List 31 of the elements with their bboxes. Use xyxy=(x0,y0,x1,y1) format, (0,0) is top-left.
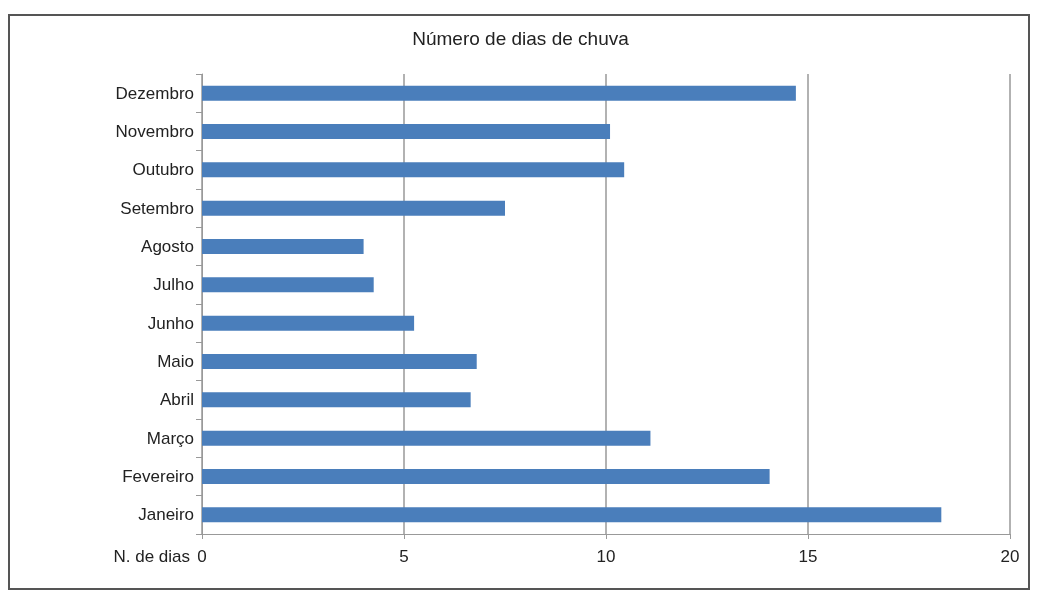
y-tick-label: Outubro xyxy=(132,160,194,180)
y-tick-label: Setembro xyxy=(120,198,194,218)
y-tick-label: Fevereiro xyxy=(122,467,194,486)
bar xyxy=(202,200,505,216)
x-tick-label: 15 xyxy=(798,547,818,566)
y-tick-label: Abril xyxy=(159,390,194,410)
y-tick-label: Janeiro xyxy=(138,505,194,525)
bar xyxy=(202,354,477,369)
y-tick-label: Dezembro xyxy=(115,83,194,103)
chart-title: Número de dias de chuva xyxy=(412,28,630,49)
bar xyxy=(202,430,651,446)
y-tick-label: Junho xyxy=(147,313,194,333)
x-tick-label: 5 xyxy=(399,547,409,566)
bar xyxy=(202,315,415,331)
bar xyxy=(202,469,770,484)
x-tick-label: 20 xyxy=(1000,547,1020,566)
y-tick-label: Março xyxy=(146,428,194,448)
y-tick-label: Maio xyxy=(157,352,194,371)
bar xyxy=(202,392,471,408)
x-axis-title: N. de dias xyxy=(113,547,190,566)
bar xyxy=(202,124,611,139)
bar xyxy=(202,162,625,178)
y-tick-label: Agosto xyxy=(141,237,194,256)
y-tick-label: Novembro xyxy=(115,122,194,141)
bar xyxy=(202,277,374,293)
bar xyxy=(202,507,942,523)
x-tick-label: 0 xyxy=(197,547,207,566)
x-tick-label: 10 xyxy=(596,547,616,566)
bar xyxy=(202,85,796,101)
bar xyxy=(202,239,364,254)
y-tick-label: Julho xyxy=(153,275,194,295)
